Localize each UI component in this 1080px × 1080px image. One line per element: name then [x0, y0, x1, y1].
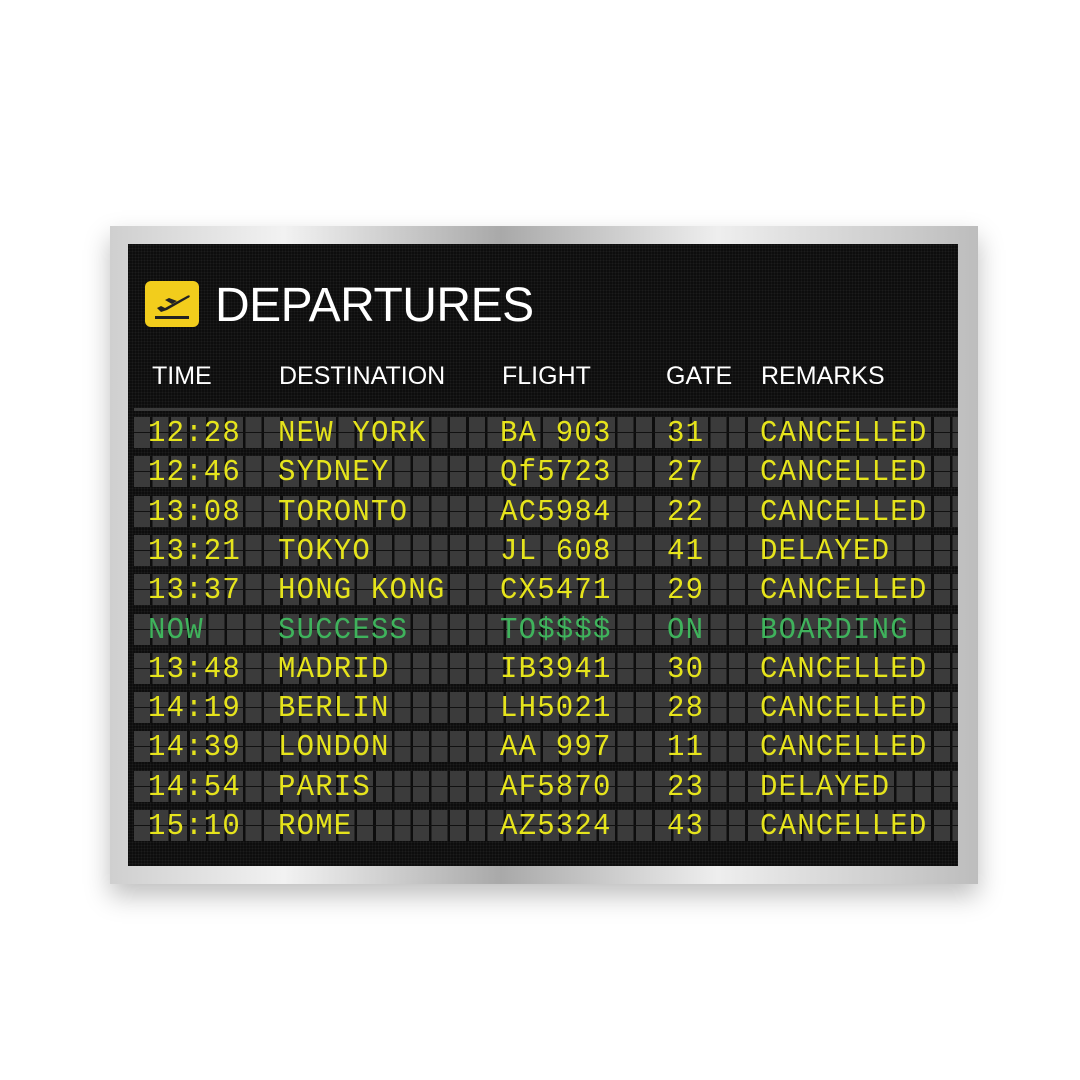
- flight-row: 13:48 MADRID IB3941 30 CANCELLED: [134, 651, 958, 687]
- flight-gate: 29: [667, 573, 705, 608]
- flight-destination: BERLIN: [278, 691, 390, 726]
- airplane-departure-icon: [145, 281, 199, 327]
- flight-destination: TOKYO: [278, 533, 372, 569]
- flight-time: 13:21: [148, 533, 242, 569]
- flight-flight: AC5984: [500, 494, 612, 530]
- flight-gate: 30: [667, 651, 705, 687]
- column-header-flight: FLIGHT: [502, 362, 591, 390]
- flight-row: 13:21 TOKYO JL 608 41 DELAYED: [134, 533, 958, 569]
- flight-flight: IB3941: [500, 651, 612, 687]
- flight-time: 12:28: [148, 416, 242, 451]
- flight-row: NOW SUCCESS TO$$$$ ON BOARDING: [134, 612, 958, 648]
- header-divider: [134, 408, 958, 411]
- flight-row: 14:19 BERLIN LH5021 28 CANCELLED: [134, 691, 958, 726]
- flight-row: 13:37 HONG KONG CX5471 29 CANCELLED: [134, 573, 958, 608]
- departures-board: DEPARTURES TIME DESTINATION FLIGHT GATE …: [128, 244, 958, 866]
- flight-remarks: CANCELLED: [760, 416, 928, 451]
- flight-row: 12:46 SYDNEY Qf5723 27 CANCELLED: [134, 455, 958, 490]
- flight-flight: AF5870: [500, 769, 612, 805]
- flight-gate: 31: [667, 416, 705, 451]
- flight-row: 14:54 PARIS AF5870 23 DELAYED: [134, 769, 958, 805]
- flight-gate: 28: [667, 691, 705, 726]
- flight-gate: 43: [667, 809, 705, 844]
- flight-time: 15:10: [148, 809, 242, 844]
- board-title: DEPARTURES: [215, 279, 534, 332]
- flight-row: 15:10 ROME AZ5324 43 CANCELLED: [134, 809, 958, 844]
- flight-remarks: BOARDING: [760, 612, 909, 648]
- flight-destination: TORONTO: [278, 494, 409, 530]
- flight-destination: PARIS: [278, 769, 372, 805]
- canvas-frame: DEPARTURES TIME DESTINATION FLIGHT GATE …: [110, 226, 978, 884]
- flight-gate: 41: [667, 533, 705, 569]
- flight-row: 12:28 NEW YORK BA 903 31 CANCELLED: [134, 416, 958, 451]
- flight-destination: MADRID: [278, 651, 390, 687]
- flight-remarks: CANCELLED: [760, 651, 928, 687]
- flight-time: 14:19: [148, 691, 242, 726]
- flight-remarks: CANCELLED: [760, 573, 928, 608]
- flight-remarks: CANCELLED: [760, 730, 928, 766]
- flight-time: 13:37: [148, 573, 242, 608]
- flight-flight: CX5471: [500, 573, 612, 608]
- flight-time: 13:08: [148, 494, 242, 530]
- flight-time: 14:54: [148, 769, 242, 805]
- flight-remarks: CANCELLED: [760, 494, 928, 530]
- flight-destination: SUCCESS: [278, 612, 409, 648]
- column-header-time: TIME: [152, 362, 212, 390]
- flight-remarks: DELAYED: [760, 533, 891, 569]
- flight-remarks: CANCELLED: [760, 809, 928, 844]
- flight-remarks: DELAYED: [760, 769, 891, 805]
- flight-row: 13:08 TORONTO AC5984 22 CANCELLED: [134, 494, 958, 530]
- flight-time: NOW: [148, 612, 204, 648]
- flight-gate: 23: [667, 769, 705, 805]
- column-header-destination: DESTINATION: [279, 362, 446, 390]
- flight-flight: AA 997: [500, 730, 612, 766]
- column-header-gate: GATE: [666, 362, 733, 390]
- flight-gate: 11: [667, 730, 705, 766]
- flight-destination: LONDON: [278, 730, 390, 766]
- flight-destination: ROME: [278, 809, 353, 844]
- flight-destination: NEW YORK: [278, 416, 427, 451]
- flight-gate: ON: [667, 612, 705, 648]
- column-header-remarks: REMARKS: [761, 362, 885, 390]
- flight-row: 14:39 LONDON AA 997 11 CANCELLED: [134, 730, 958, 766]
- flight-time: 13:48: [148, 651, 242, 687]
- flight-destination: SYDNEY: [278, 455, 390, 490]
- flight-flight: AZ5324: [500, 809, 612, 844]
- flight-flight: Qf5723: [500, 455, 612, 490]
- flight-flight: TO$$$$: [500, 612, 612, 648]
- flight-destination: HONG KONG: [278, 573, 446, 608]
- flight-remarks: CANCELLED: [760, 455, 928, 490]
- flight-time: 14:39: [148, 730, 242, 766]
- flight-flight: JL 608: [500, 533, 612, 569]
- flight-time: 12:46: [148, 455, 242, 490]
- flight-remarks: CANCELLED: [760, 691, 928, 726]
- flight-flight: LH5021: [500, 691, 612, 726]
- flight-gate: 22: [667, 494, 705, 530]
- flight-gate: 27: [667, 455, 705, 490]
- flight-flight: BA 903: [500, 416, 612, 451]
